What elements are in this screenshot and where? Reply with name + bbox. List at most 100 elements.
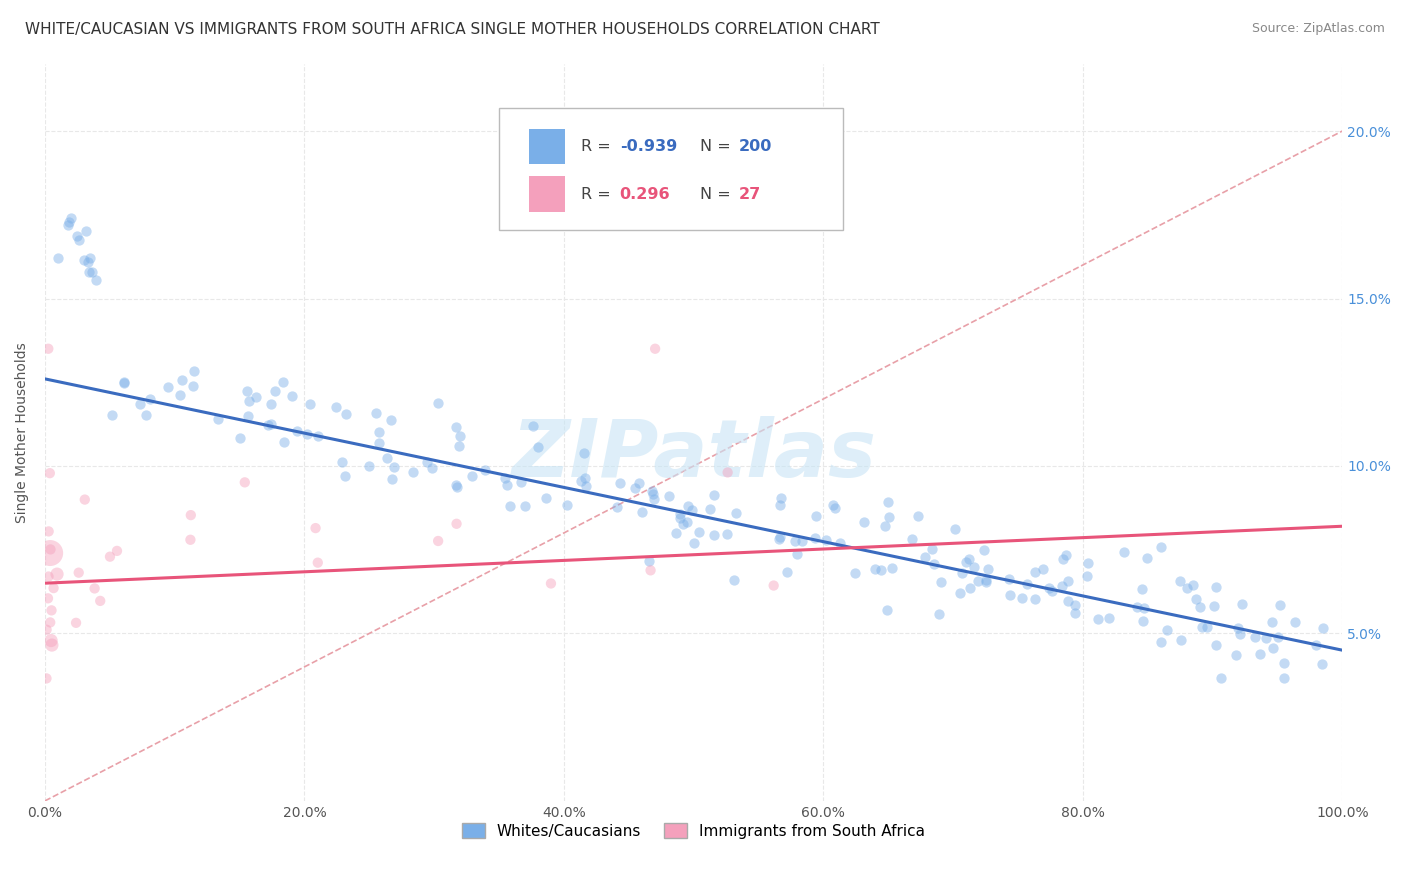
Point bbox=[1191, 619, 1213, 633]
Point bbox=[1063, 606, 1085, 620]
Point bbox=[38, 466, 60, 480]
Point bbox=[1024, 592, 1046, 607]
Point bbox=[1249, 647, 1271, 661]
Point bbox=[77, 255, 100, 269]
Point bbox=[260, 397, 283, 411]
Point bbox=[367, 425, 389, 439]
Point bbox=[98, 549, 121, 564]
Point bbox=[963, 560, 986, 574]
Point bbox=[1254, 632, 1277, 646]
Point bbox=[950, 566, 973, 580]
Point bbox=[66, 228, 89, 243]
Point bbox=[1150, 634, 1173, 648]
Point bbox=[723, 573, 745, 587]
Point bbox=[997, 572, 1019, 586]
Point bbox=[1185, 591, 1208, 606]
Point bbox=[80, 265, 103, 279]
Point bbox=[830, 536, 852, 550]
Point bbox=[1150, 541, 1173, 555]
Point bbox=[1202, 599, 1225, 614]
Point bbox=[1064, 599, 1087, 613]
Point bbox=[83, 582, 105, 596]
Point bbox=[977, 562, 1000, 576]
Point bbox=[380, 412, 402, 426]
Point bbox=[804, 531, 827, 545]
Point bbox=[1126, 599, 1149, 614]
Point bbox=[1133, 600, 1156, 615]
Point bbox=[1272, 656, 1295, 670]
Point bbox=[974, 574, 997, 589]
Point bbox=[973, 542, 995, 557]
Point bbox=[89, 594, 111, 608]
Point bbox=[703, 488, 725, 502]
Point bbox=[672, 517, 695, 532]
Point bbox=[641, 486, 664, 500]
Point bbox=[39, 546, 62, 560]
Point bbox=[574, 446, 596, 460]
Point bbox=[426, 396, 449, 410]
Point bbox=[375, 450, 398, 465]
Point bbox=[1132, 615, 1154, 629]
Point bbox=[58, 218, 80, 232]
FancyBboxPatch shape bbox=[529, 177, 565, 212]
Point bbox=[304, 521, 326, 535]
Point bbox=[79, 252, 101, 266]
Point bbox=[526, 441, 548, 455]
Point bbox=[37, 342, 59, 356]
Point bbox=[496, 478, 519, 492]
Point bbox=[1268, 598, 1291, 612]
Point bbox=[67, 566, 90, 580]
Point bbox=[169, 388, 191, 402]
Point bbox=[422, 460, 444, 475]
Point bbox=[1087, 612, 1109, 626]
Point bbox=[35, 672, 58, 686]
Point bbox=[446, 516, 468, 531]
Point bbox=[575, 478, 598, 492]
Point bbox=[853, 515, 876, 529]
Point bbox=[65, 615, 87, 630]
Point bbox=[359, 458, 381, 473]
Point bbox=[513, 499, 536, 513]
Point bbox=[627, 476, 650, 491]
Point bbox=[416, 455, 439, 469]
Point bbox=[260, 417, 283, 431]
Point bbox=[402, 465, 425, 479]
Point bbox=[928, 607, 950, 622]
Point bbox=[1205, 638, 1227, 652]
Point bbox=[38, 524, 60, 539]
Point bbox=[138, 392, 160, 406]
Point bbox=[135, 408, 157, 422]
Point bbox=[676, 515, 699, 529]
Point bbox=[128, 396, 150, 410]
Point bbox=[716, 526, 738, 541]
Point bbox=[901, 533, 924, 547]
Point bbox=[46, 567, 69, 582]
Point bbox=[73, 252, 96, 267]
Point bbox=[844, 566, 866, 581]
Point bbox=[112, 376, 135, 390]
Point bbox=[1011, 591, 1033, 605]
Point bbox=[510, 475, 533, 489]
Point bbox=[644, 342, 666, 356]
Point bbox=[1312, 621, 1334, 635]
Point bbox=[59, 211, 82, 225]
FancyBboxPatch shape bbox=[529, 128, 565, 164]
Point bbox=[557, 498, 579, 512]
Point bbox=[640, 563, 662, 577]
Point bbox=[382, 460, 405, 475]
Point bbox=[228, 432, 250, 446]
Point bbox=[364, 406, 387, 420]
Point bbox=[724, 506, 747, 520]
Point bbox=[637, 554, 659, 568]
Point bbox=[494, 471, 516, 485]
Point bbox=[717, 466, 740, 480]
Point bbox=[245, 390, 267, 404]
Point bbox=[669, 507, 692, 521]
Point bbox=[233, 475, 256, 490]
Point bbox=[325, 401, 347, 415]
Point bbox=[804, 508, 827, 523]
Point bbox=[381, 472, 404, 486]
FancyBboxPatch shape bbox=[499, 108, 842, 230]
Point bbox=[683, 535, 706, 549]
Y-axis label: Single Mother Households: Single Mother Households bbox=[15, 343, 30, 523]
